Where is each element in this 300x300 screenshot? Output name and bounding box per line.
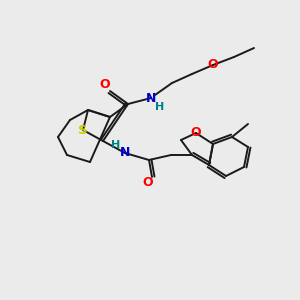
Text: N: N (120, 146, 130, 160)
Text: N: N (146, 92, 156, 104)
Text: H: H (111, 140, 121, 150)
Text: O: O (208, 58, 218, 71)
Text: H: H (155, 102, 165, 112)
Text: S: S (78, 124, 88, 136)
Text: O: O (191, 127, 201, 140)
Text: O: O (100, 77, 110, 91)
Text: O: O (143, 176, 153, 190)
